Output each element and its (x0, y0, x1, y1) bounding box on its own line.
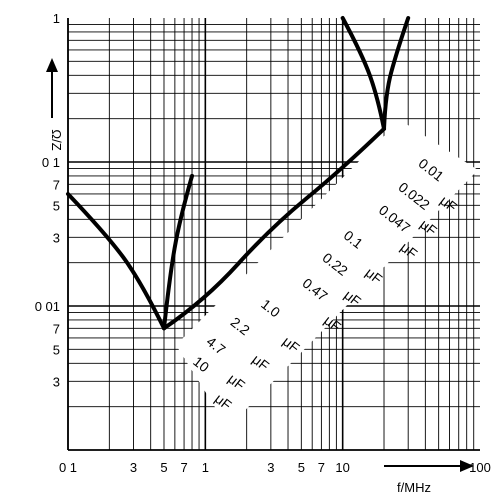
impedance-curve-5 (340, 16, 387, 131)
impedance-curve-1 (66, 191, 166, 331)
y-tick-label: 5 (53, 342, 60, 357)
y-axis-label: Ω/Z (49, 129, 64, 150)
x-tick-label: 1 (202, 460, 209, 475)
chart-grid (67, 18, 480, 451)
y-tick-label: 3 (53, 230, 60, 245)
y-tick-label: 0 1 (42, 155, 60, 170)
y-tick-label: 7 (53, 177, 60, 192)
x-tick-label: 7 (318, 460, 325, 475)
x-tick-label: 3 (267, 460, 274, 475)
x-axis-tick-labels: 0 1 3 5 7 1 3 5 7 10 100 (59, 460, 491, 475)
y-axis-arrowhead-icon (46, 58, 58, 72)
x-tick-label: 100 (469, 460, 491, 475)
y-tick-label: 1 (53, 11, 60, 26)
y-tick-label: 7 (53, 321, 60, 336)
impedance-curve-2 (161, 173, 195, 331)
x-tick-label: 5 (160, 460, 167, 475)
chart-frame (67, 18, 480, 451)
x-tick-label: 5 (298, 460, 305, 475)
y-tick-label: 5 (53, 198, 60, 213)
chart-curves (66, 16, 411, 331)
impedance-curve-4 (382, 16, 411, 131)
y-tick-label: 0 01 (35, 299, 60, 314)
x-tick-label: 3 (130, 460, 137, 475)
y-tick-label: 3 (53, 374, 60, 389)
x-tick-label: 0 1 (59, 460, 77, 475)
x-axis-arrowhead-icon (460, 460, 474, 472)
x-axis-label: f/MHz (397, 480, 431, 495)
y-axis-tick-labels: 1 0 1 7 5 3 0 01 7 5 3 (35, 11, 60, 389)
label-panel-background (176, 120, 478, 428)
impedance-curve-3 (161, 126, 387, 331)
capacitance-label-panel (176, 120, 478, 428)
x-tick-label: 10 (335, 460, 349, 475)
x-tick-label: 7 (180, 460, 187, 475)
